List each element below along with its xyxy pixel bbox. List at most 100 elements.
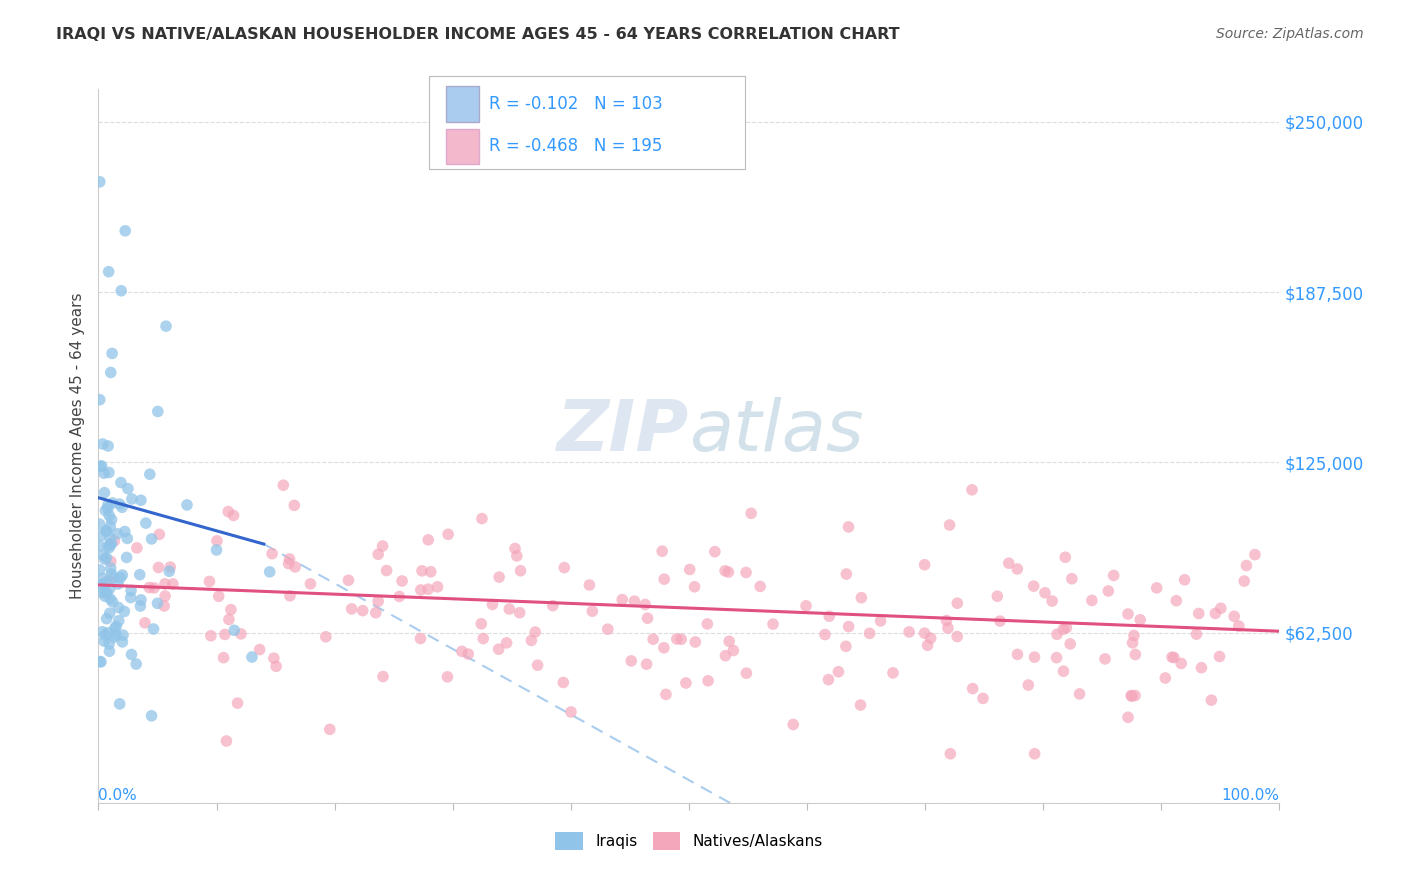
Point [94,552,117,566]
Point [1121,689,1143,703]
Point [214,627,236,641]
Point [612,592,634,607]
Point [120,591,142,605]
Point [1059,637,1081,651]
Point [97,439,120,453]
Point [89,517,111,532]
Point [636,657,658,672]
Point [488,570,510,584]
Point [101,595,124,609]
Point [129,599,152,613]
Point [98,541,121,555]
Point [98,531,121,545]
Point [97,501,120,516]
Point [107,600,129,615]
Point [652,640,675,655]
Point [1007,562,1029,576]
Point [103,630,125,644]
Point [97,498,120,512]
Point [388,590,411,604]
Point [215,734,238,748]
Point [735,566,758,580]
Point [471,511,494,525]
Point [972,691,994,706]
Point [1146,581,1168,595]
Point [91,437,114,451]
Point [205,533,228,548]
Point [375,564,398,578]
Point [93,634,115,648]
Point [553,675,575,690]
Point [1054,550,1077,565]
Point [1022,579,1045,593]
Point [277,557,299,571]
Point [100,513,122,527]
Point [90,655,112,669]
Point [436,670,458,684]
Point [107,614,129,628]
Point [212,650,235,665]
Point [470,616,492,631]
Point [882,665,904,680]
Point [125,541,148,555]
Point [817,673,839,687]
Text: 0.0%: 0.0% [98,788,138,803]
Point [283,499,305,513]
Point [665,632,688,646]
Point [90,458,112,473]
Point [509,606,531,620]
Point [125,657,148,671]
Point [541,599,564,613]
Point [93,467,115,481]
Point [1116,607,1139,621]
Point [91,571,114,585]
Point [263,651,285,665]
Point [100,537,122,551]
Point [938,518,960,533]
Point [623,594,645,608]
Point [1204,607,1226,621]
Point [683,580,706,594]
Point [520,633,543,648]
Point [98,644,121,658]
Point [115,550,138,565]
Point [498,602,520,616]
Point [418,533,440,547]
Point [671,632,693,647]
Point [1233,574,1256,588]
Point [101,496,124,510]
Point [1191,661,1213,675]
Point [1024,747,1046,761]
Point [1121,689,1143,703]
Point [217,505,239,519]
Point [827,665,849,679]
Point [278,552,301,566]
Point [962,681,984,696]
Point [506,549,529,563]
Text: R = -0.468   N = 195: R = -0.468 N = 195 [489,137,662,155]
Point [835,640,858,654]
Point [222,508,245,523]
Point [121,491,143,506]
Point [411,564,433,578]
Point [208,589,231,603]
Point [91,624,114,639]
Legend: Iraqis, Natives/Alaskans: Iraqis, Natives/Alaskans [550,826,828,855]
Point [340,602,363,616]
Point [114,524,136,539]
Point [655,687,678,701]
Point [218,612,240,626]
Point [367,547,389,561]
Point [146,404,169,418]
Point [560,705,582,719]
Point [835,567,858,582]
Y-axis label: Householder Income Ages 45 - 64 years: Householder Income Ages 45 - 64 years [70,293,86,599]
Point [104,622,127,636]
Point [917,638,939,652]
Point [1170,657,1192,671]
Point [155,319,177,334]
Point [1007,648,1029,662]
Point [89,539,111,553]
Point [219,602,242,616]
Point [93,485,115,500]
